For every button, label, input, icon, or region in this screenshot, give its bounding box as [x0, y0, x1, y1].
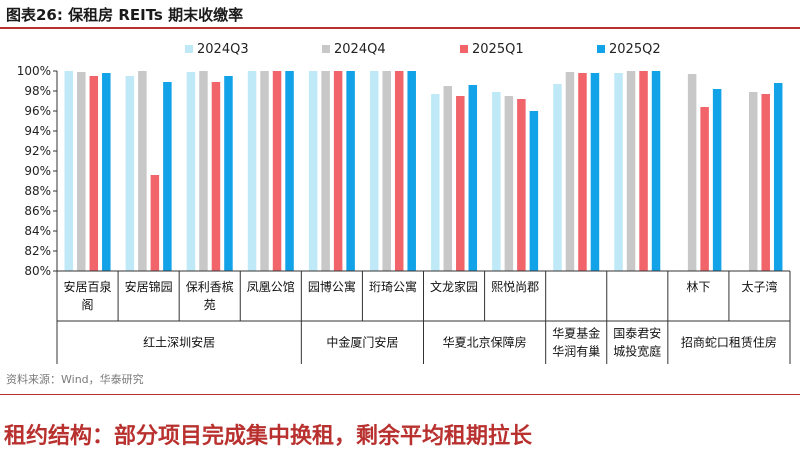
- bar-2025Q2: [224, 76, 233, 271]
- bar-2024Q4: [199, 71, 208, 271]
- bar-2025Q2: [773, 83, 783, 271]
- category-label: 凤凰公馆: [247, 279, 295, 294]
- bar-2024Q4: [77, 72, 86, 271]
- y-tick-label: 92%: [24, 144, 51, 158]
- bar-2024Q3: [64, 71, 74, 271]
- bar-2025Q2: [102, 73, 111, 271]
- group-label: 城投宽庭: [613, 344, 661, 359]
- bar-2025Q1: [700, 107, 709, 271]
- category-label: 珩琦公寓: [369, 279, 417, 294]
- bar-2025Q1: [578, 73, 587, 271]
- bar-2024Q3: [125, 76, 135, 271]
- bar-2025Q1: [639, 71, 648, 271]
- y-axis: 80% 82% 84% 86% 88% 90% 92% 94% 96% 98% 100%: [17, 64, 58, 278]
- bottom-divider: [0, 394, 800, 395]
- legend-label: 2025Q1: [472, 42, 524, 57]
- bar-2025Q2: [712, 89, 722, 271]
- bar-2025Q1: [456, 96, 465, 271]
- group-label: 中金厦门安居: [326, 335, 398, 350]
- y-tick-label: 100%: [17, 64, 51, 78]
- bar-2024Q4: [138, 71, 147, 271]
- bar-2025Q1: [761, 94, 770, 271]
- legend-label: 2024Q4: [334, 42, 386, 57]
- bar-2025Q2: [163, 82, 172, 271]
- bar-2025Q2: [651, 71, 661, 271]
- bar-2024Q3: [247, 71, 257, 271]
- bar-2024Q4: [260, 71, 269, 271]
- bar-2024Q3: [614, 73, 623, 271]
- title-divider: [0, 27, 800, 29]
- bar-2024Q3: [553, 84, 562, 271]
- group-label: 华夏北京保障房: [443, 335, 527, 350]
- legend-swatch: [597, 45, 605, 53]
- bar-2025Q1: [517, 99, 526, 271]
- bar-2024Q3: [492, 92, 501, 271]
- bar-2025Q2: [346, 71, 355, 271]
- y-tick-label: 96%: [24, 104, 51, 118]
- bar-2024Q3: [186, 72, 196, 271]
- bar-2024Q4: [443, 86, 453, 271]
- bar-2024Q4: [687, 74, 697, 271]
- source-note: 资料来源：Wind，华泰研究: [6, 373, 144, 386]
- group-label: 华夏基金: [552, 326, 600, 341]
- bar-2025Q1: [394, 71, 404, 271]
- group-label: 招商蛇口租赁住房: [681, 335, 777, 350]
- legend-swatch: [185, 45, 193, 53]
- legend-label: 2025Q2: [609, 42, 661, 57]
- bar-2024Q4: [626, 71, 636, 271]
- bar-2025Q1: [333, 71, 343, 271]
- category-label: 林下: [686, 280, 710, 294]
- category-label: 保利香槟: [186, 279, 234, 294]
- group-label: 华润有巢: [552, 345, 600, 359]
- y-tick-label: 82%: [24, 244, 51, 258]
- bar-2024Q4: [748, 92, 758, 271]
- chart-legend: 2024Q3 2024Q4 2025Q1 2025Q2: [185, 42, 661, 57]
- bar-2025Q2: [468, 85, 478, 271]
- legend-swatch: [460, 45, 468, 53]
- category-label: 安居锦园: [125, 279, 173, 294]
- bar-2024Q3: [431, 94, 440, 271]
- bar-2025Q2: [590, 73, 600, 271]
- category-label: 熙悦尚郡: [491, 280, 539, 294]
- bar-2025Q1: [272, 71, 282, 271]
- bar-2024Q4: [382, 71, 391, 271]
- bar-2025Q2: [285, 71, 294, 271]
- y-tick-label: 90%: [24, 164, 51, 178]
- category-label: 阁: [82, 298, 94, 312]
- figure-title: 图表26: 保租房 REITs 期末收缴率: [6, 6, 244, 24]
- bar-2024Q4: [321, 71, 330, 271]
- bar-2025Q1: [211, 82, 221, 271]
- y-tick-label: 98%: [24, 84, 51, 98]
- bar-2024Q3: [369, 71, 379, 271]
- category-label: 安居百泉: [64, 279, 112, 294]
- bar-2025Q1: [89, 76, 99, 271]
- group-label: 红土深圳安居: [143, 335, 215, 350]
- category-label: 园博公寓: [308, 279, 356, 294]
- bar-2025Q2: [407, 71, 416, 271]
- bar-2025Q1: [150, 175, 160, 271]
- y-tick-label: 94%: [24, 124, 51, 138]
- category-label: 苑: [204, 298, 216, 312]
- bar-2024Q4: [504, 96, 514, 271]
- bar-2024Q3: [308, 71, 318, 271]
- y-tick-label: 80%: [24, 264, 51, 278]
- category-label: 太子湾: [741, 279, 777, 294]
- legend-label: 2024Q3: [197, 42, 249, 57]
- y-tick-label: 86%: [24, 204, 51, 218]
- bar-2024Q4: [565, 72, 575, 271]
- bar-series: [64, 71, 783, 271]
- category-label: 文龙家园: [430, 279, 478, 294]
- section-heading: 租约结构：部分项目完成集中换租，剩余平均租期拉长: [4, 424, 533, 449]
- y-tick-label: 88%: [24, 184, 51, 198]
- legend-swatch: [322, 45, 330, 53]
- bar-chart: 2024Q3 2024Q4 2025Q1 2025Q2 80% 82% 84% 86% 88%…: [17, 42, 791, 364]
- y-tick-label: 84%: [24, 224, 51, 238]
- bar-2025Q2: [529, 111, 539, 271]
- group-label: 国泰君安: [613, 326, 661, 341]
